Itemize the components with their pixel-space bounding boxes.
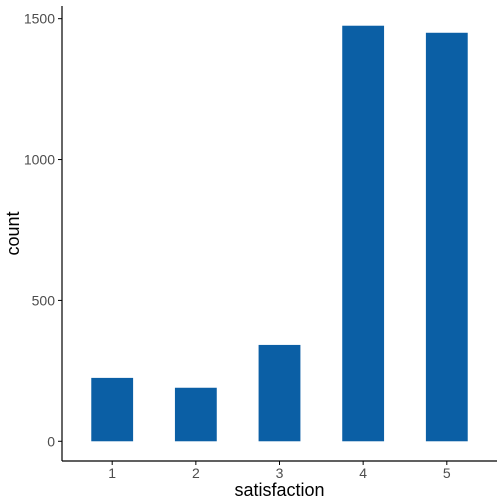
y-tick-label: 1000 — [24, 152, 55, 168]
y-axis-title: count — [3, 211, 23, 255]
bar-4 — [342, 25, 385, 442]
bar-5 — [425, 32, 468, 442]
x-ticks-group: 1 2 3 4 5 — [108, 461, 451, 481]
x-axis-title: satisfaction — [234, 480, 324, 500]
bar-3 — [258, 344, 301, 442]
x-tick-label: 5 — [443, 465, 451, 481]
bars-group — [91, 25, 468, 442]
bar-2 — [174, 387, 217, 442]
x-tick-label: 2 — [192, 465, 200, 481]
x-tick-label: 4 — [359, 465, 367, 481]
y-tick-label: 1500 — [24, 11, 55, 27]
y-tick-label: 0 — [47, 433, 55, 449]
x-tick-label: 1 — [108, 465, 116, 481]
bar-1 — [91, 377, 134, 442]
y-tick-label: 500 — [32, 292, 56, 308]
x-tick-label: 3 — [276, 465, 284, 481]
y-ticks-group: 0 500 1000 1500 — [24, 11, 62, 449]
